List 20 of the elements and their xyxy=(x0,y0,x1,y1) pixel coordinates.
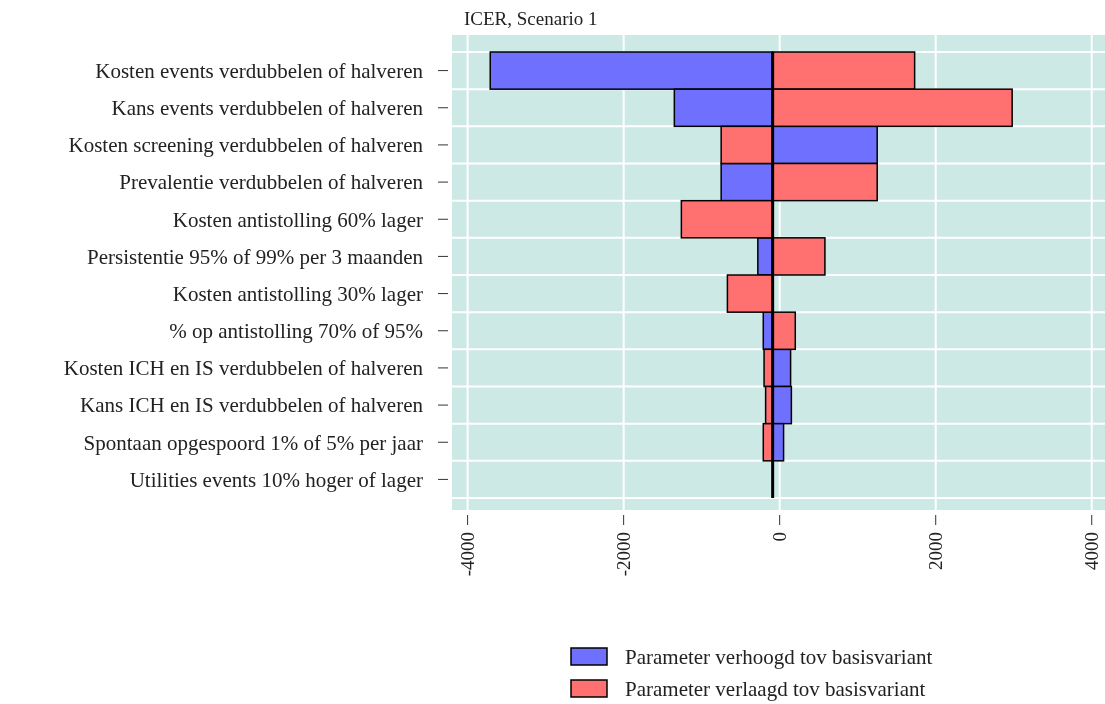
y-tick-label: Kosten antistolling 30% lager xyxy=(172,281,423,306)
y-tick-label: Kosten screening verdubbelen of halveren xyxy=(68,133,424,158)
y-tick-label: Kosten antistolling 60% lager xyxy=(172,207,423,232)
y-tick-label: Prevalentie verdubbelen of halveren xyxy=(119,170,424,195)
y-tick-label: Persistentie 95% of 99% per 3 maanden xyxy=(87,244,424,269)
y-tick-label: Kosten ICH en IS verdubbelen of halveren xyxy=(63,356,424,381)
y-tick-label: Utilities events 10% hoger of lager xyxy=(129,467,423,492)
y-tick-label: Spontaan opgespoord 1% of 5% per jaar xyxy=(83,430,423,455)
y-tick-label: Kans ICH en IS verdubbelen of halveren xyxy=(80,393,424,418)
legend-label: Parameter verhoogd tov basisvariant xyxy=(625,645,933,670)
x-tick-label: 2000 xyxy=(925,532,947,570)
legend-label: Parameter verlaagd tov basisvariant xyxy=(625,677,926,702)
x-tick-label: 4000 xyxy=(1081,532,1103,570)
y-tick-label: Kans events verdubbelen of halveren xyxy=(111,96,424,121)
x-tick-label: -2000 xyxy=(613,532,635,577)
x-tick-label: -4000 xyxy=(457,532,479,577)
chart-title: ICER, Scenario 1 xyxy=(464,8,598,29)
y-tick-label: % op antistolling 70% of 95% xyxy=(169,319,423,344)
y-tick-label: Kosten events verdubbelen of halveren xyxy=(95,58,424,83)
x-tick-label: 0 xyxy=(769,532,791,542)
